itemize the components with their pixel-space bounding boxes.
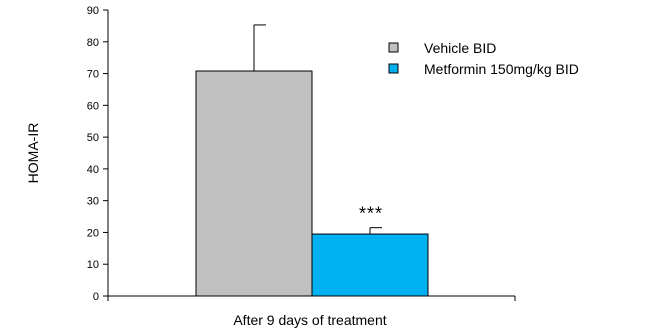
y-axis-title: HOMA-IR [25, 123, 41, 184]
legend-swatch [388, 63, 399, 74]
y-tick-label: 30 [87, 196, 99, 208]
y-tick-label: 0 [93, 291, 99, 303]
y-tick-label: 90 [87, 5, 99, 17]
legend: Vehicle BID Metformin 150mg/kg BID [388, 40, 579, 77]
bar-metformin [311, 233, 429, 297]
legend-swatch [388, 42, 399, 53]
y-axis: 0 10 20 30 40 50 60 70 80 90 [87, 5, 109, 303]
y-tick-label: 70 [87, 69, 99, 81]
legend-label: Metformin 150mg/kg BID [424, 61, 579, 77]
y-tick-label: 10 [87, 259, 99, 271]
annotations: *** [359, 204, 383, 224]
significance-label: *** [359, 204, 383, 224]
y-tick-label: 20 [87, 227, 99, 239]
y-tick-label: 50 [87, 132, 99, 144]
y-tick-label: 80 [87, 37, 99, 49]
error-bars [253, 24, 382, 235]
bar-vehicle [195, 70, 313, 297]
bars [195, 70, 429, 297]
legend-label: Vehicle BID [424, 40, 496, 56]
y-tick-label: 60 [87, 100, 99, 112]
x-axis [107, 295, 516, 301]
y-tick-label: 40 [87, 164, 99, 176]
x-axis-title: After 9 days of treatment [233, 312, 386, 328]
